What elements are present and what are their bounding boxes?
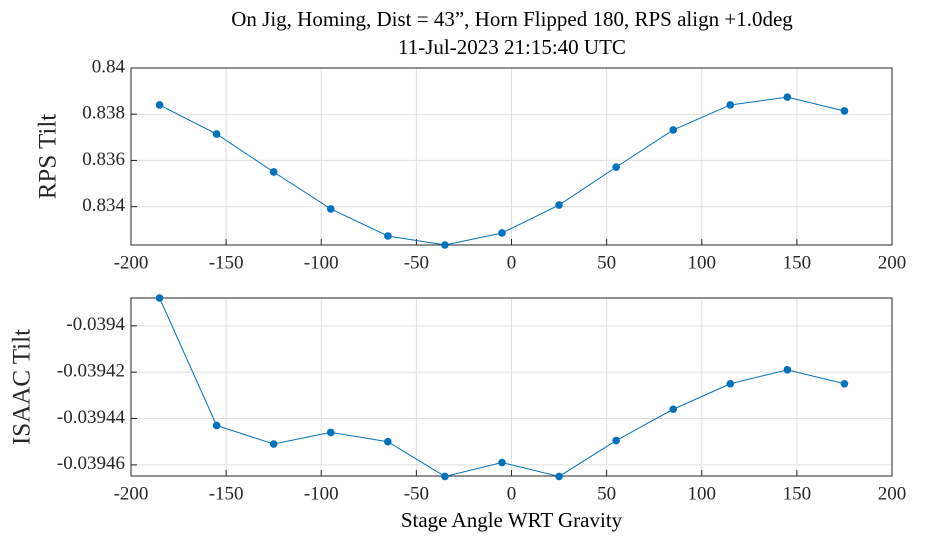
- x-tick-label: 0: [507, 252, 517, 273]
- y-tick-label: 0.836: [82, 149, 125, 170]
- data-point: [384, 232, 392, 240]
- x-tick-label: 100: [688, 252, 717, 273]
- y-tick-label: 0.84: [92, 56, 126, 77]
- data-point: [840, 107, 849, 115]
- axes-box: [130, 297, 893, 477]
- x-tick-label: 200: [878, 483, 907, 504]
- y-tick-label: 0.838: [82, 103, 125, 124]
- data-point: [555, 201, 563, 209]
- y-axis-label: RPS Tilt: [35, 114, 62, 200]
- x-tick-label: -50: [404, 483, 429, 504]
- chart-title: On Jig, Homing, Dist = 43”, Horn Flipped…: [231, 7, 793, 31]
- x-tick-label: 100: [688, 483, 717, 504]
- axes-box: [130, 67, 893, 246]
- data-point: [669, 405, 678, 414]
- data-point: [498, 458, 506, 467]
- y-axis-label: ISAAC Tilt: [9, 329, 36, 445]
- data-point: [326, 205, 335, 213]
- data-point: [269, 168, 278, 176]
- data-point: [555, 472, 563, 481]
- data-point: [498, 229, 506, 237]
- x-tick-label: 150: [783, 252, 812, 273]
- y-tick-label: 0.834: [82, 195, 125, 216]
- x-tick-label: 50: [597, 483, 616, 504]
- data-point: [384, 437, 392, 446]
- data-point: [441, 472, 449, 481]
- x-tick-label: -100: [304, 252, 339, 273]
- x-tick-label: -100: [304, 483, 339, 504]
- data-point: [441, 241, 449, 249]
- x-tick-label: -150: [209, 483, 244, 504]
- x-tick-label: -200: [114, 252, 149, 273]
- x-tick-label: 150: [783, 483, 812, 504]
- y-tick-label: -0.0394: [66, 314, 125, 335]
- data-point: [726, 101, 735, 109]
- data-point: [669, 126, 678, 134]
- x-axis-label: Stage Angle WRT Gravity: [401, 508, 623, 532]
- data-point: [783, 366, 792, 374]
- data-point: [783, 93, 792, 101]
- x-tick-label: -200: [114, 483, 149, 504]
- y-tick-label: -0.03942: [57, 361, 125, 382]
- x-tick-label: 50: [597, 252, 616, 273]
- x-tick-label: 200: [878, 252, 907, 273]
- x-tick-label: -50: [404, 252, 429, 273]
- data-point: [269, 440, 278, 448]
- data-point: [155, 294, 164, 302]
- data-point: [612, 163, 620, 171]
- chart-subtitle: 11-Jul-2023 21:15:40 UTC: [398, 35, 626, 59]
- data-point: [840, 379, 849, 388]
- y-tick-label: -0.03946: [57, 453, 125, 474]
- data-point: [155, 101, 164, 109]
- data-point: [326, 428, 335, 437]
- y-tick-label: -0.03944: [57, 407, 126, 428]
- data-point: [726, 379, 735, 388]
- x-tick-label: -150: [209, 252, 244, 273]
- x-tick-label: 0: [507, 483, 517, 504]
- data-point: [212, 130, 221, 138]
- data-point: [212, 421, 221, 430]
- data-point: [612, 436, 620, 445]
